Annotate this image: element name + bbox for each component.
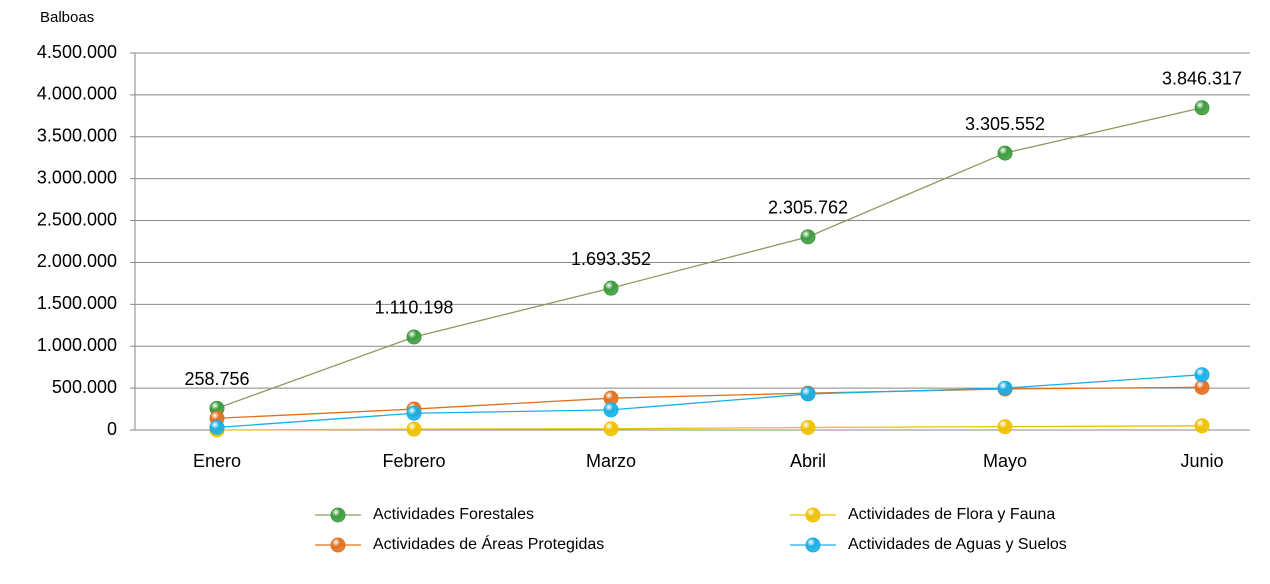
y-tick-label: 3.000.000 bbox=[37, 167, 117, 187]
marker bbox=[1194, 100, 1210, 116]
marker bbox=[997, 145, 1013, 161]
legend-marker bbox=[805, 537, 821, 553]
x-tick-label: Abril bbox=[790, 451, 826, 471]
x-tick-label: Junio bbox=[1180, 451, 1223, 471]
marker bbox=[800, 229, 816, 245]
x-tick-label: Febrero bbox=[382, 451, 445, 471]
y-tick-label: 1.000.000 bbox=[37, 335, 117, 355]
y-tick-label: 500.000 bbox=[52, 377, 117, 397]
y-tick-label: 4.000.000 bbox=[37, 84, 117, 104]
data-label: 1.693.352 bbox=[571, 249, 651, 269]
y-tick-label: 2.000.000 bbox=[37, 251, 117, 271]
series-line bbox=[216, 374, 1203, 429]
legend-label: Actividades de Aguas y Suelos bbox=[848, 536, 1067, 553]
marker bbox=[997, 419, 1013, 435]
y-tick-label: 2.500.000 bbox=[37, 209, 117, 229]
y-tick-label: 1.500.000 bbox=[37, 293, 117, 313]
marker bbox=[1194, 418, 1210, 434]
x-tick-label: Mayo bbox=[983, 451, 1027, 471]
marker bbox=[603, 280, 619, 296]
x-tick-label: Enero bbox=[193, 451, 241, 471]
legend-label: Actividades Forestales bbox=[373, 506, 534, 523]
marker bbox=[406, 421, 422, 437]
legend-label: Actividades de Áreas Protegidas bbox=[373, 534, 604, 553]
legend-marker bbox=[330, 507, 346, 523]
marker bbox=[800, 386, 816, 402]
data-label: 3.846.317 bbox=[1162, 69, 1242, 89]
marker bbox=[406, 405, 422, 421]
marker bbox=[1194, 367, 1210, 383]
legend-marker bbox=[805, 507, 821, 523]
y-tick-label: 3.500.000 bbox=[37, 126, 117, 146]
legend-label: Actividades de Flora y Fauna bbox=[848, 506, 1055, 523]
legend-marker bbox=[330, 537, 346, 553]
data-label: 3.305.552 bbox=[965, 114, 1045, 134]
series-line bbox=[216, 386, 1203, 419]
marker bbox=[997, 380, 1013, 396]
marker bbox=[603, 421, 619, 437]
marker bbox=[209, 419, 225, 435]
series-line bbox=[216, 107, 1203, 409]
data-label: 258.756 bbox=[184, 369, 249, 389]
y-axis-label: Balboas bbox=[40, 9, 94, 26]
y-tick-label: 4.500.000 bbox=[37, 42, 117, 62]
marker bbox=[1194, 379, 1210, 395]
x-tick-label: Marzo bbox=[586, 451, 636, 471]
marker bbox=[406, 329, 422, 345]
data-label: 2.305.762 bbox=[768, 198, 848, 218]
marker bbox=[800, 419, 816, 435]
series-line bbox=[216, 425, 1203, 431]
data-label: 1.110.198 bbox=[375, 298, 454, 318]
y-tick-label: 0 bbox=[107, 419, 117, 439]
marker bbox=[603, 402, 619, 418]
